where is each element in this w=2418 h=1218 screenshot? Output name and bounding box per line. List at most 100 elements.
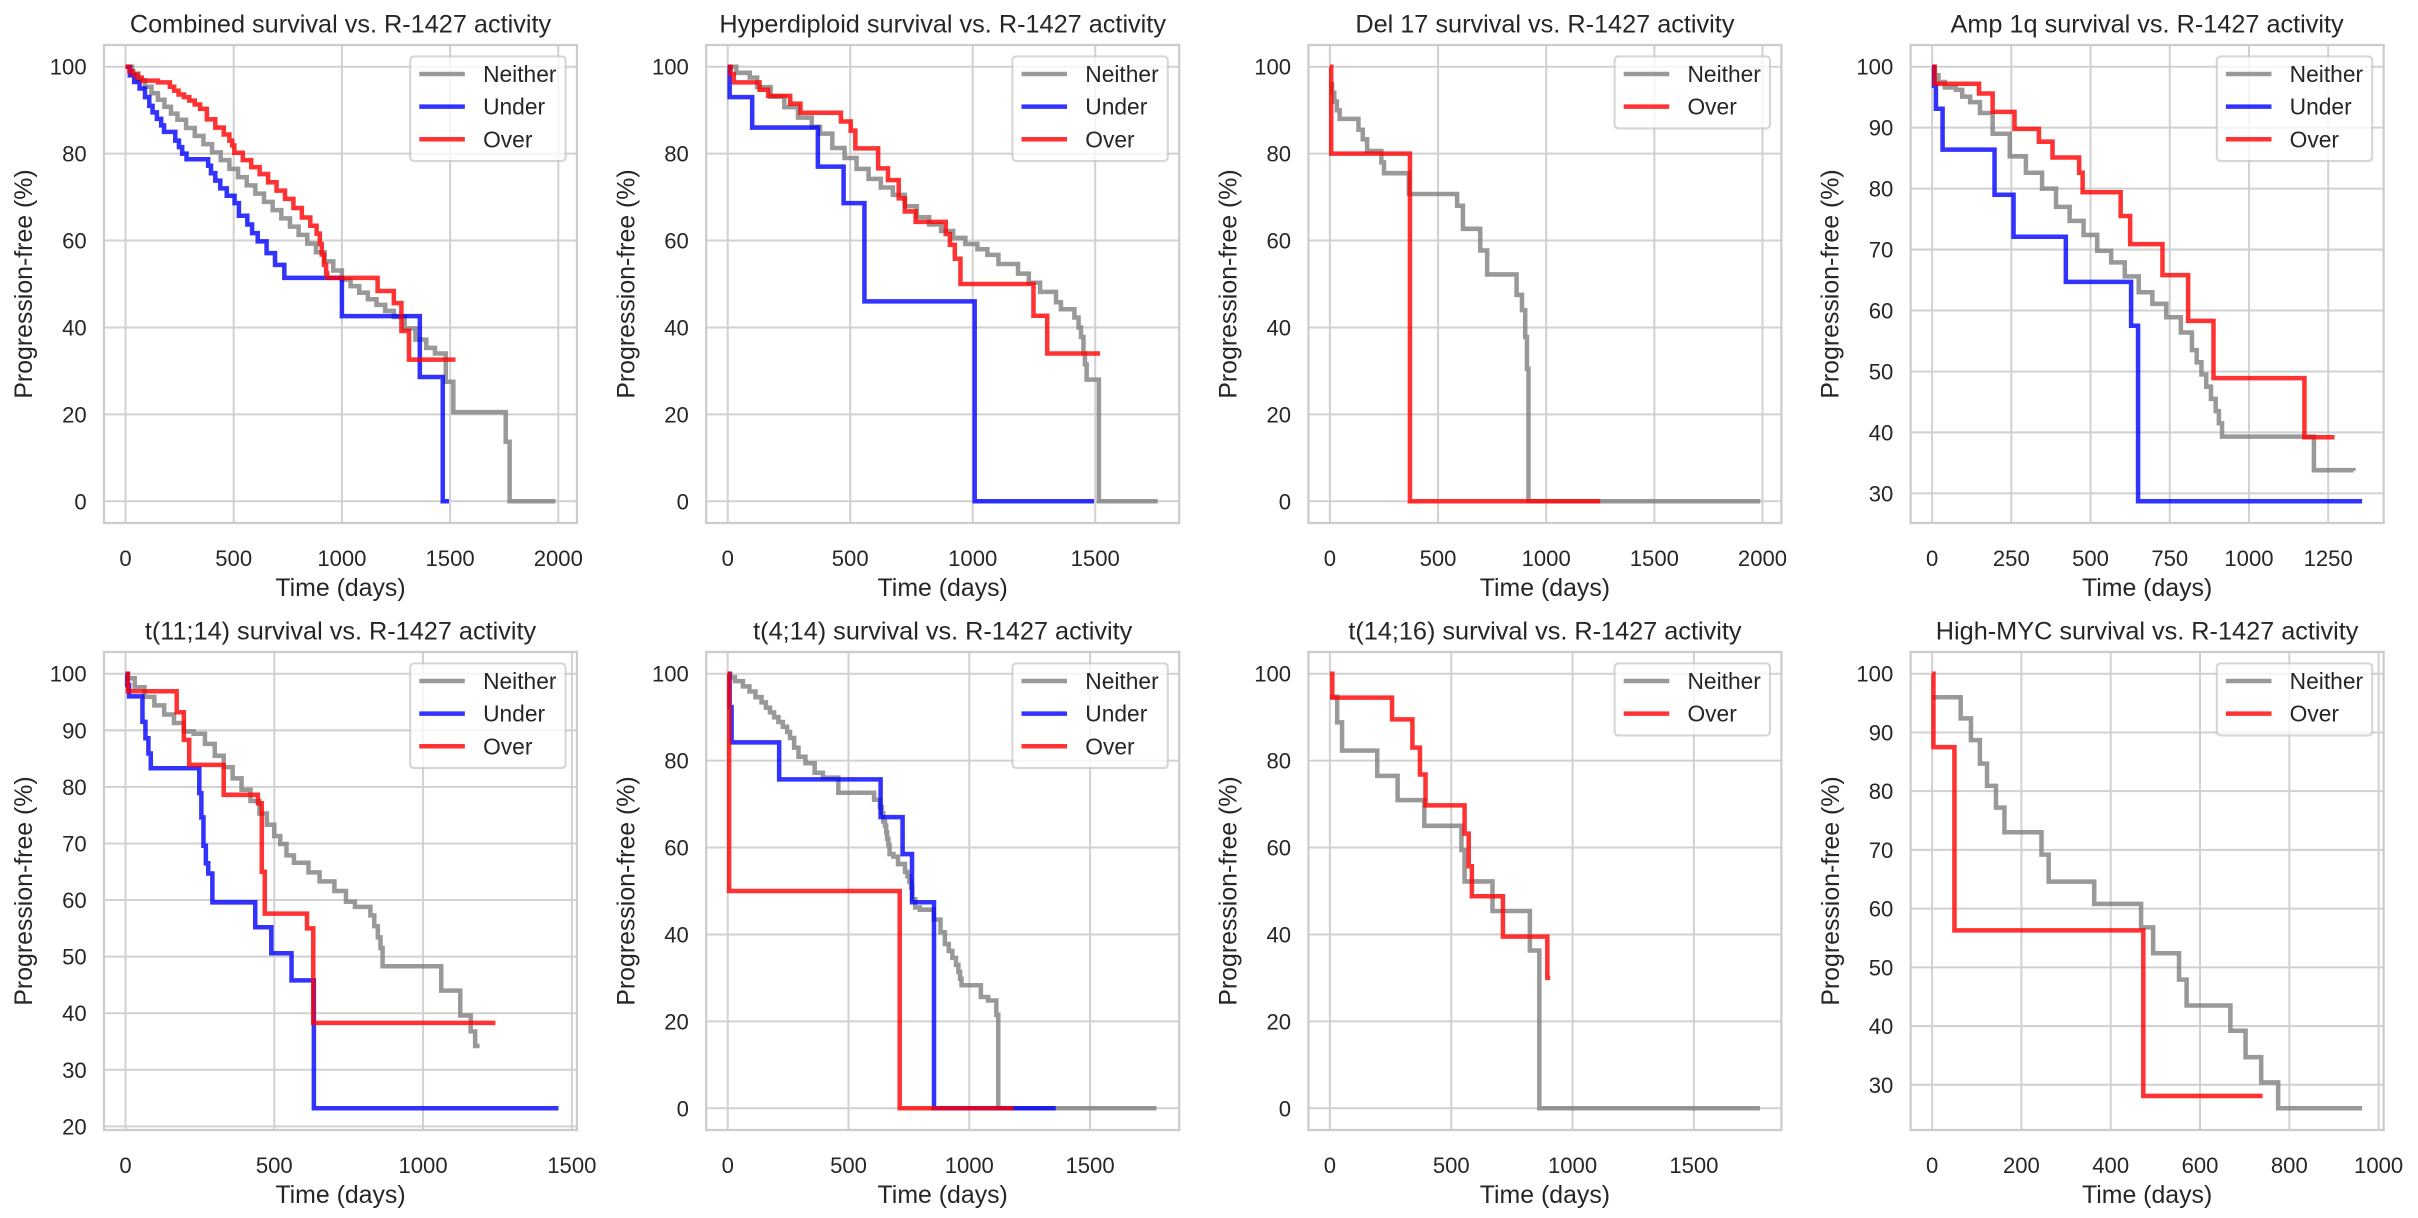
svg-text:20: 20 (62, 1114, 87, 1139)
svg-text:0: 0 (74, 489, 86, 514)
svg-text:1500: 1500 (1065, 1153, 1114, 1178)
svg-text:80: 80 (1869, 177, 1894, 202)
svg-text:500: 500 (1420, 546, 1457, 571)
svg-text:80: 80 (1869, 779, 1894, 804)
svg-text:250: 250 (1993, 546, 2030, 571)
svg-text:Over: Over (2290, 701, 2340, 727)
svg-text:600: 600 (2182, 1153, 2219, 1178)
svg-text:500: 500 (256, 1153, 293, 1178)
svg-text:60: 60 (1869, 897, 1894, 922)
svg-text:50: 50 (62, 945, 87, 970)
svg-text:Over: Over (1687, 94, 1737, 120)
svg-text:0: 0 (1926, 546, 1938, 571)
svg-text:20: 20 (1266, 1009, 1291, 1034)
svg-text:Neither: Neither (1085, 668, 1159, 694)
svg-text:40: 40 (664, 315, 689, 340)
svg-text:Progression-free (%): Progression-free (%) (1215, 169, 1243, 398)
svg-text:Progression-free (%): Progression-free (%) (10, 169, 38, 398)
svg-text:0: 0 (677, 1096, 689, 1121)
svg-text:Progression-free (%): Progression-free (%) (1817, 776, 1845, 1005)
svg-text:1000: 1000 (1548, 1153, 1597, 1178)
svg-text:20: 20 (664, 402, 689, 427)
svg-text:Under: Under (483, 701, 545, 727)
svg-text:60: 60 (62, 229, 87, 254)
svg-text:20: 20 (1266, 402, 1291, 427)
svg-text:1500: 1500 (547, 1153, 596, 1178)
svg-text:Time (days): Time (days) (878, 574, 1008, 602)
svg-text:t(14;16) survival vs. R-1427 a: t(14;16) survival vs. R-1427 activity (1348, 618, 1742, 646)
svg-text:60: 60 (1869, 299, 1894, 324)
svg-text:100: 100 (652, 662, 689, 687)
svg-text:500: 500 (1433, 1153, 1470, 1178)
svg-text:40: 40 (62, 1001, 87, 1026)
svg-text:Neither: Neither (483, 61, 557, 87)
svg-text:100: 100 (1856, 55, 1893, 80)
svg-text:Time (days): Time (days) (2082, 574, 2212, 602)
svg-text:100: 100 (1856, 662, 1893, 687)
svg-text:60: 60 (1266, 836, 1291, 861)
svg-text:400: 400 (2092, 1153, 2129, 1178)
svg-text:0: 0 (1324, 1153, 1336, 1178)
svg-text:0: 0 (722, 546, 734, 571)
svg-text:1000: 1000 (399, 1153, 448, 1178)
svg-text:Combined survival vs. R-1427 a: Combined survival vs. R-1427 activity (130, 11, 552, 39)
svg-text:Time (days): Time (days) (1480, 574, 1610, 602)
svg-text:80: 80 (62, 775, 87, 800)
svg-text:Under: Under (1085, 94, 1147, 120)
svg-text:1000: 1000 (945, 1153, 994, 1178)
svg-text:t(11;14) survival vs. R-1427 a: t(11;14) survival vs. R-1427 activity (145, 618, 537, 646)
svg-text:Over: Over (2290, 126, 2340, 152)
svg-text:Progression-free (%): Progression-free (%) (1817, 169, 1845, 398)
svg-text:100: 100 (1254, 55, 1291, 80)
svg-text:Neither: Neither (1687, 61, 1761, 87)
svg-text:80: 80 (1266, 142, 1291, 167)
svg-text:1000: 1000 (2224, 546, 2273, 571)
svg-text:Time (days): Time (days) (2082, 1181, 2212, 1209)
svg-text:Time (days): Time (days) (275, 1181, 405, 1209)
svg-text:50: 50 (1869, 359, 1894, 384)
svg-text:Progression-free (%): Progression-free (%) (1215, 776, 1243, 1005)
svg-text:70: 70 (62, 831, 87, 856)
svg-text:80: 80 (62, 142, 87, 167)
svg-text:100: 100 (1254, 662, 1291, 687)
svg-text:Time (days): Time (days) (275, 574, 405, 602)
svg-text:0: 0 (119, 1153, 131, 1178)
svg-text:Hyperdiploid survival vs. R-14: Hyperdiploid survival vs. R-1427 activit… (719, 11, 1166, 39)
svg-text:60: 60 (664, 836, 689, 861)
svg-text:60: 60 (1266, 229, 1291, 254)
svg-text:70: 70 (1869, 838, 1894, 863)
svg-text:Over: Over (483, 126, 533, 152)
svg-text:50: 50 (1869, 955, 1894, 980)
svg-text:1500: 1500 (1669, 1153, 1718, 1178)
svg-text:0: 0 (722, 1153, 734, 1178)
svg-text:100: 100 (50, 55, 87, 80)
svg-text:750: 750 (2151, 546, 2188, 571)
svg-text:1250: 1250 (2304, 546, 2353, 571)
svg-text:Progression-free (%): Progression-free (%) (612, 776, 640, 1005)
svg-text:20: 20 (664, 1009, 689, 1034)
svg-text:Under: Under (483, 94, 545, 120)
svg-text:0: 0 (677, 489, 689, 514)
svg-text:Over: Over (1085, 126, 1135, 152)
svg-text:1000: 1000 (1522, 546, 1571, 571)
svg-text:0: 0 (1324, 546, 1336, 571)
svg-text:40: 40 (664, 922, 689, 947)
svg-text:500: 500 (832, 546, 869, 571)
svg-text:1000: 1000 (2354, 1153, 2403, 1178)
svg-text:40: 40 (1869, 420, 1894, 445)
svg-text:t(4;14) survival vs. R-1427 ac: t(4;14) survival vs. R-1427 activity (753, 618, 1132, 646)
svg-text:60: 60 (664, 229, 689, 254)
svg-text:40: 40 (62, 315, 87, 340)
svg-text:Under: Under (2290, 94, 2352, 120)
svg-text:0: 0 (1279, 489, 1291, 514)
svg-text:Neither: Neither (2290, 668, 2364, 694)
svg-text:Neither: Neither (1085, 61, 1159, 87)
svg-text:Progression-free (%): Progression-free (%) (10, 776, 38, 1005)
svg-text:90: 90 (1869, 116, 1894, 141)
svg-text:Neither: Neither (483, 668, 557, 694)
svg-text:80: 80 (664, 142, 689, 167)
svg-text:2000: 2000 (534, 546, 583, 571)
svg-text:Over: Over (483, 733, 533, 759)
svg-text:Del 17 survival vs. R-1427 act: Del 17 survival vs. R-1427 activity (1355, 11, 1734, 39)
svg-text:500: 500 (215, 546, 252, 571)
